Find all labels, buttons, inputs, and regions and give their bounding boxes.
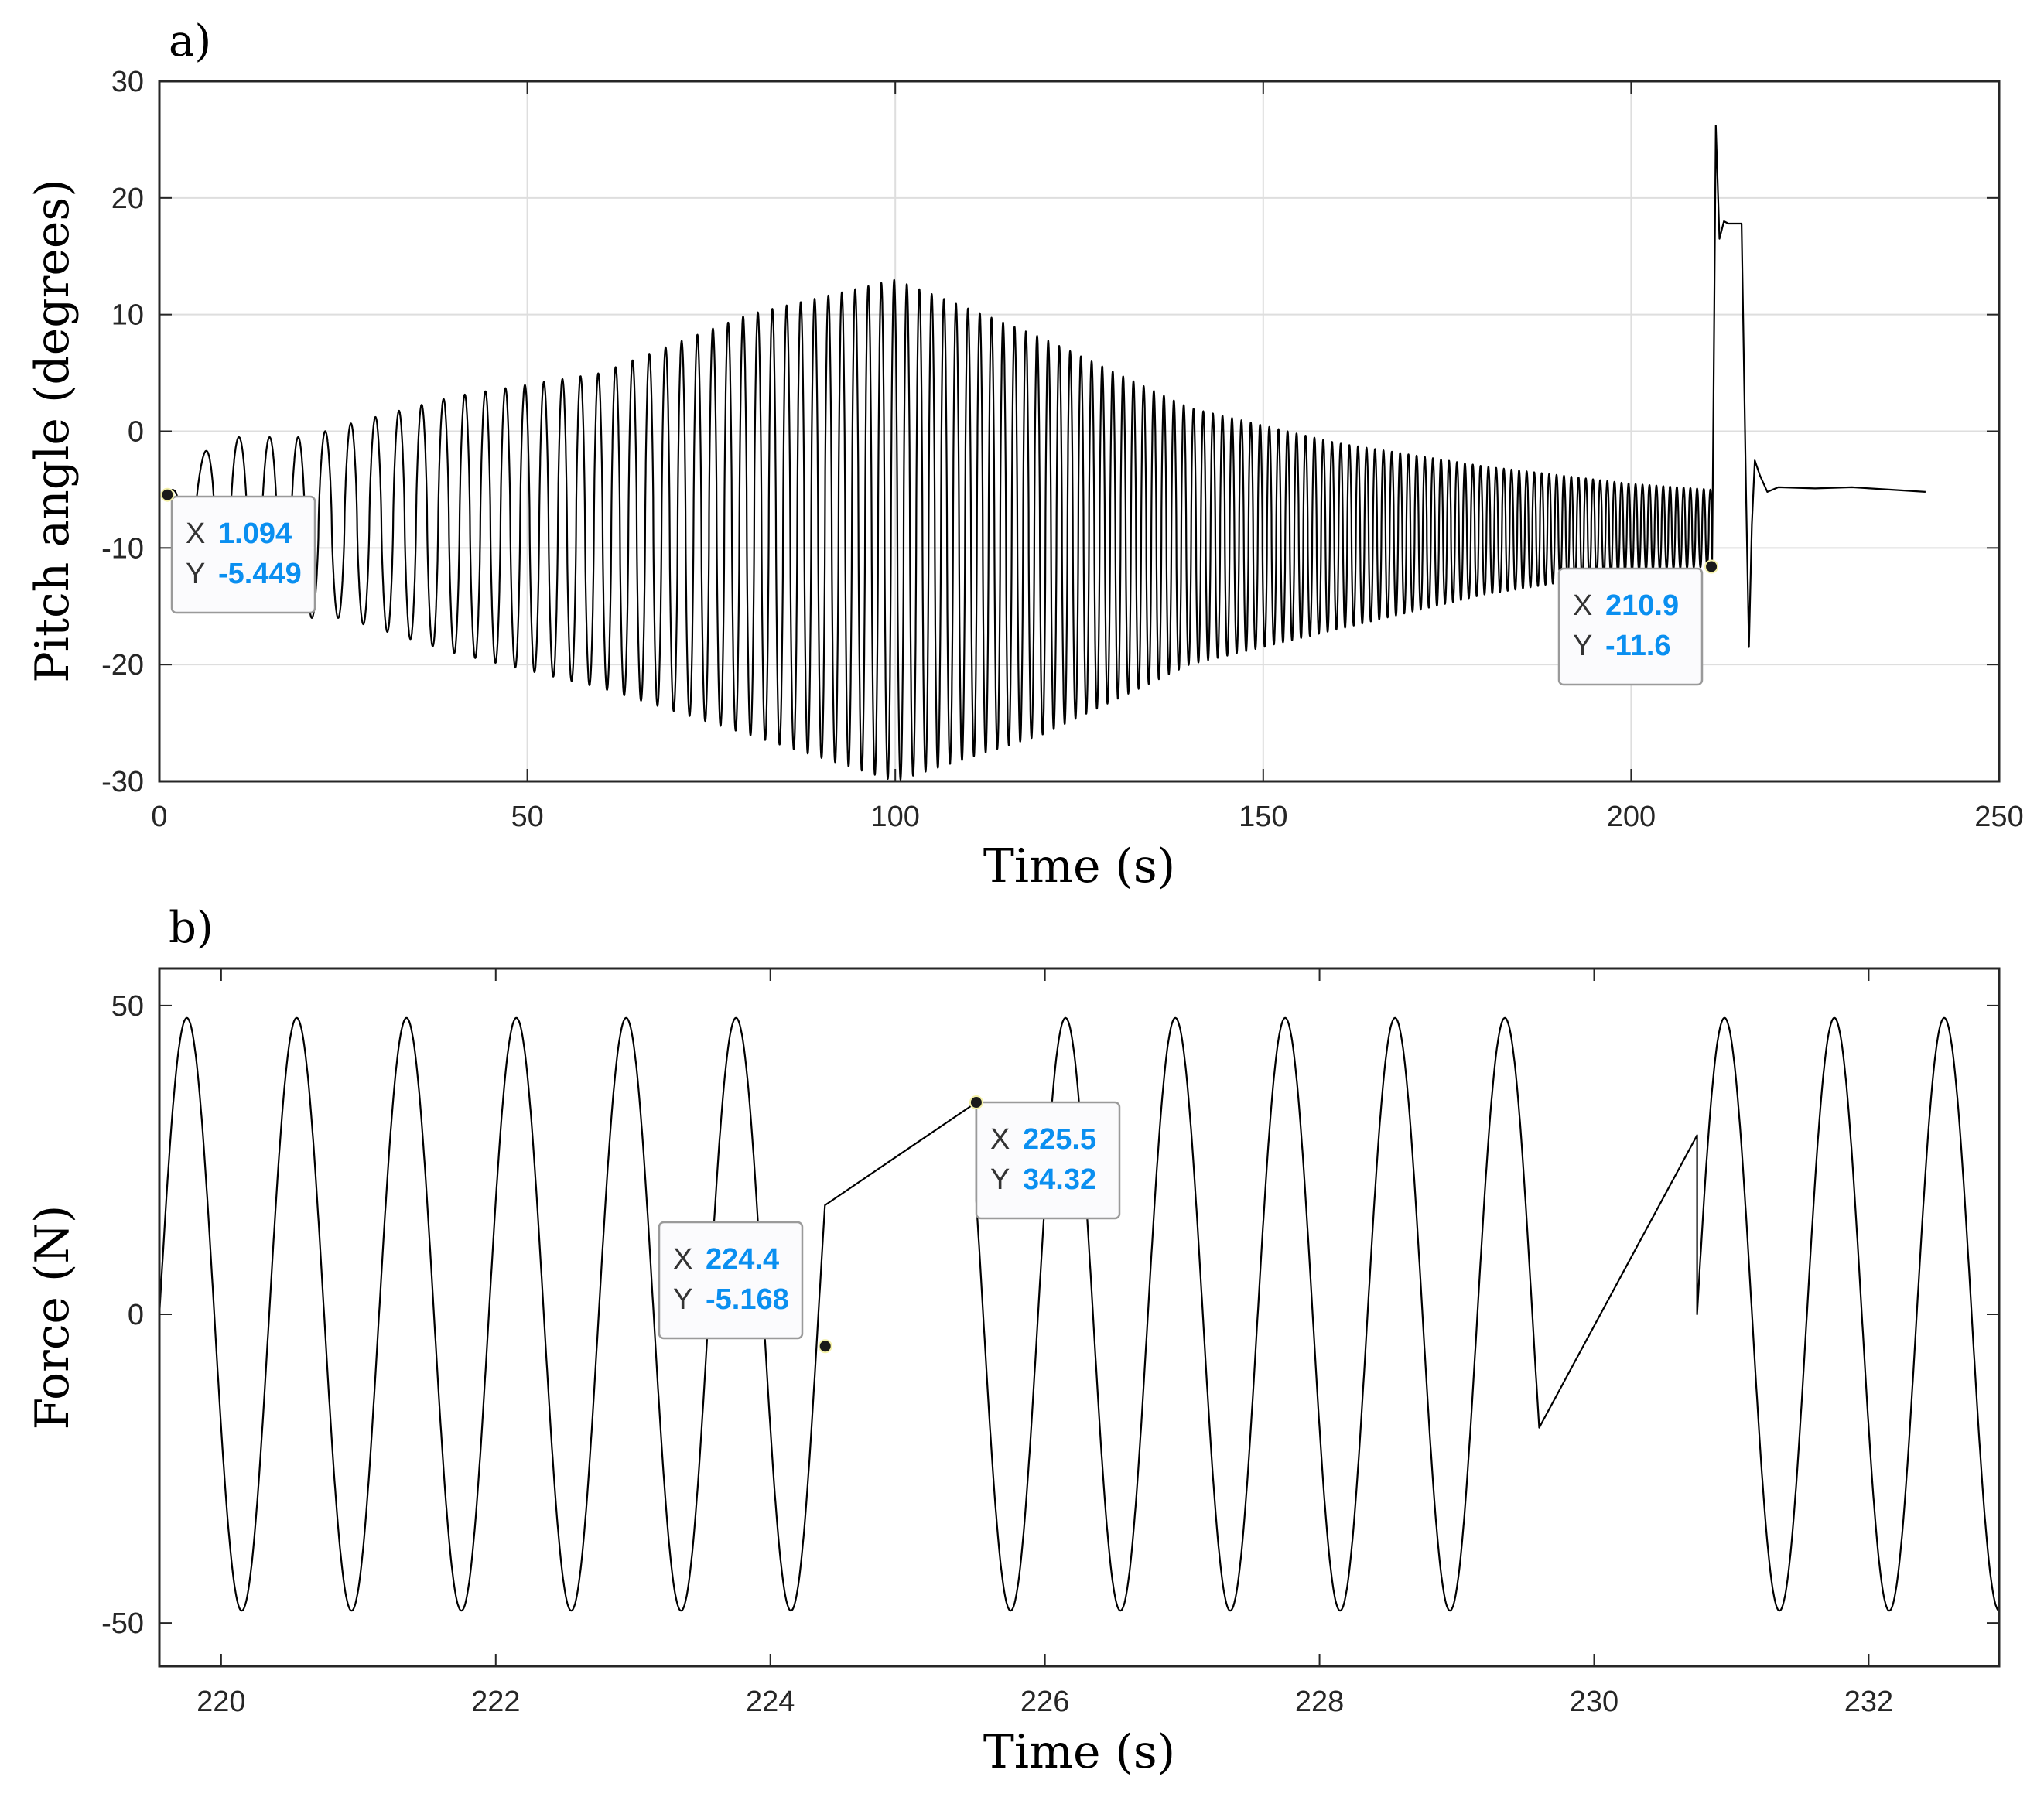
datatip-b-1-x-key: X (673, 1243, 692, 1276)
datatip-a-2: X 210.9 Y -11.6 (1557, 559, 1719, 686)
panel-a-datatips: X 1.094 Y -5.449 X 210.9 Y -11.6 (160, 487, 1719, 686)
panel-b-xtick-label-2: 224 (746, 1686, 795, 1718)
panel-b-ylabel: Force (N) (26, 1205, 80, 1430)
datatip-a-2-x-value: 210.9 (1605, 589, 1679, 622)
panel-b-ticks: 220 222 224 226 228 230 232 -50 0 50 (101, 969, 1999, 1718)
datatip-b-1-box (658, 1221, 804, 1340)
datatip-b-2-box (975, 1101, 1121, 1220)
datatip-b-2-x-value: 225.5 (1023, 1123, 1096, 1156)
panel-a-label: a) (169, 16, 211, 67)
panel-a-ytick-label-1: -20 (101, 649, 144, 682)
datatip-b-2-marker (969, 1095, 983, 1110)
panel-b-xlabel: Time (s) (983, 1725, 1175, 1779)
datatip-b-1-y-value: -5.168 (706, 1283, 789, 1316)
panel-a-ytick-label-3: 0 (128, 416, 144, 449)
panel-a-ytick-label-6: 30 (111, 66, 144, 98)
datatip-a-1-x-key: X (186, 518, 205, 550)
datatip-b-2-y-key: Y (990, 1163, 1010, 1196)
panel-a-xlabel: Time (s) (983, 839, 1175, 893)
panel-a-line (166, 125, 1926, 781)
panel-a-series-pitch (166, 125, 1926, 781)
panel-b-xtick-label-3: 226 (1020, 1686, 1069, 1718)
panel-a: a) 0 50 100 150 200 250 -30 -20 -10 0 10 20 30 Time … (26, 16, 2024, 893)
panel-b-xtick-label-1: 222 (471, 1686, 520, 1718)
datatip-a-1: X 1.094 Y -5.449 (160, 487, 316, 614)
panel-a-ticks: 0 50 100 150 200 250 -30 -20 -10 0 10 20 30 (101, 66, 2024, 833)
panel-a-xtick-label-2: 100 (870, 801, 919, 833)
datatip-a-2-y-value: -11.6 (1605, 630, 1671, 662)
panel-b-line (158, 1016, 2000, 1612)
panel-a-xtick-label-5: 250 (1974, 801, 2023, 833)
datatip-a-1-x-value: 1.094 (218, 518, 292, 550)
datatip-a-1-box (170, 495, 316, 614)
panel-b-xtick-label-0: 220 (197, 1686, 245, 1718)
panel-b-label: b) (169, 903, 214, 953)
datatip-a-2-marker (1704, 559, 1719, 574)
panel-a-xtick-label-4: 200 (1607, 801, 1656, 833)
datatip-b-2-x-key: X (990, 1123, 1010, 1156)
panel-b-datatips: X 224.4 Y -5.168 X 225.5 Y 34.32 (658, 1095, 1121, 1354)
panel-b-ytick-label-2: 50 (111, 990, 144, 1023)
datatip-a-2-x-key: X (1573, 589, 1592, 622)
panel-b-ytick-label-0: -50 (101, 1607, 144, 1640)
datatip-b-1-x-value: 224.4 (706, 1243, 779, 1276)
panel-b-xtick-label-4: 228 (1295, 1686, 1344, 1718)
panel-b-xtick-label-6: 232 (1844, 1686, 1893, 1718)
datatip-b-1: X 224.4 Y -5.168 (658, 1221, 832, 1354)
datatip-b-1-marker (818, 1339, 832, 1354)
datatip-a-2-box (1557, 567, 1704, 686)
panel-a-xtick-label-3: 150 (1239, 801, 1287, 833)
panel-a-ytick-label-0: -30 (101, 766, 144, 798)
panel-a-ytick-label-5: 20 (111, 183, 144, 215)
panel-a-xtick-label-1: 50 (511, 801, 543, 833)
datatip-a-1-y-value: -5.449 (218, 558, 302, 590)
panel-b-axes-box (158, 967, 2001, 1668)
panel-b-ytick-label-1: 0 (128, 1299, 144, 1331)
datatip-a-1-y-key: Y (186, 558, 205, 590)
datatip-b-2-y-value: 34.32 (1023, 1163, 1096, 1196)
panel-b-xtick-label-5: 230 (1570, 1686, 1618, 1718)
panel-a-ylabel: Pitch angle (degrees) (26, 179, 80, 682)
panel-a-xtick-label-0: 0 (151, 801, 167, 833)
datatip-b-1-y-key: Y (673, 1283, 692, 1316)
datatip-a-1-marker (160, 487, 175, 502)
datatip-b-2: X 225.5 Y 34.32 (969, 1095, 1121, 1220)
panel-a-ytick-label-4: 10 (111, 299, 144, 332)
panel-b-series-force (158, 1016, 2000, 1612)
panel-a-ytick-label-2: -10 (101, 532, 144, 565)
datatip-a-2-y-key: Y (1573, 630, 1592, 662)
